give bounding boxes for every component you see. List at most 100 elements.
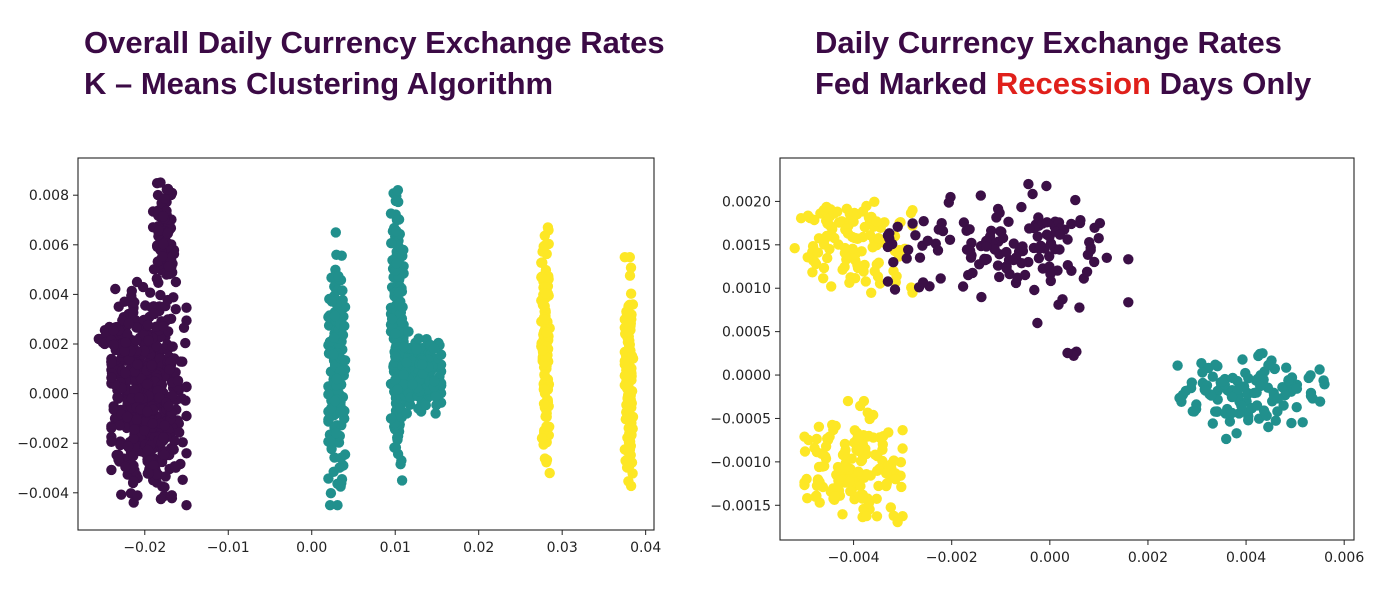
data-point — [544, 467, 555, 479]
data-point — [1232, 384, 1243, 395]
data-point — [867, 242, 878, 253]
data-point — [866, 287, 877, 298]
data-point — [181, 410, 192, 422]
data-point — [131, 335, 142, 346]
cluster-yellow — [789, 196, 918, 528]
data-point — [914, 252, 926, 263]
data-point — [157, 251, 168, 262]
y-tick-label: 0.006 — [29, 238, 69, 254]
data-point — [1314, 396, 1326, 407]
data-point — [872, 465, 883, 476]
data-point — [330, 227, 341, 238]
data-point — [821, 230, 832, 242]
data-point — [151, 340, 162, 352]
data-point — [873, 480, 884, 492]
data-point — [861, 510, 872, 522]
data-point — [174, 427, 185, 438]
data-point — [539, 314, 550, 325]
data-point — [1226, 407, 1238, 419]
data-point — [142, 406, 153, 417]
data-point — [1272, 393, 1284, 404]
data-point — [1286, 417, 1297, 429]
data-point — [537, 345, 548, 356]
data-point — [856, 246, 867, 257]
data-point — [155, 493, 167, 505]
x-tick-label: −0.004 — [828, 550, 880, 566]
scatter-plot-right: −0.004 −0.002 0.000 0.002 0.004 0.006−0.0015−… — [710, 157, 1364, 566]
data-point — [120, 367, 131, 379]
data-point — [897, 425, 908, 436]
data-point — [120, 461, 131, 473]
data-point — [842, 228, 854, 239]
title-right-highlight-recession: Recession — [995, 66, 1151, 101]
data-point — [540, 288, 551, 299]
data-point — [158, 449, 170, 460]
y-tick-label: −0.0005 — [710, 411, 771, 427]
data-point — [139, 345, 150, 357]
y-tick-label: 0.0015 — [722, 238, 771, 254]
data-point — [132, 359, 143, 370]
data-point — [844, 476, 855, 487]
data-point — [623, 476, 634, 487]
data-point — [964, 224, 975, 235]
data-point — [997, 232, 1009, 244]
data-point — [420, 400, 431, 411]
data-point — [151, 273, 162, 284]
data-point — [123, 318, 135, 329]
y-tick-label: −0.004 — [17, 486, 69, 502]
data-point — [944, 234, 956, 245]
x-tick-label: 0.002 — [1128, 550, 1168, 566]
data-point — [335, 406, 346, 418]
data-point — [1101, 252, 1112, 263]
data-point — [871, 511, 883, 522]
data-point — [852, 260, 863, 271]
data-point — [337, 285, 348, 296]
data-point — [336, 250, 347, 261]
data-point — [824, 220, 836, 231]
data-point — [1281, 362, 1292, 373]
data-point — [992, 260, 1004, 271]
data-point — [828, 208, 840, 219]
data-point — [159, 193, 170, 204]
data-point — [129, 384, 140, 395]
data-point — [141, 379, 153, 390]
data-point — [879, 217, 890, 228]
data-point — [393, 214, 404, 225]
data-point — [624, 396, 635, 407]
data-point — [621, 307, 632, 319]
data-point — [536, 433, 548, 444]
data-point — [1032, 231, 1043, 242]
data-point — [1263, 359, 1274, 371]
data-point — [883, 427, 894, 438]
data-point — [861, 469, 872, 480]
data-point — [401, 408, 412, 419]
data-point — [890, 474, 901, 485]
axes-frame — [779, 157, 1355, 541]
data-point — [147, 418, 158, 429]
data-point — [802, 252, 813, 263]
data-point — [1053, 299, 1064, 310]
data-point — [821, 201, 832, 213]
data-point — [1283, 375, 1294, 386]
data-point — [1207, 371, 1218, 382]
data-point — [888, 257, 899, 268]
data-point — [334, 462, 345, 473]
data-point — [164, 364, 175, 375]
data-point — [1189, 406, 1200, 417]
data-point — [1226, 391, 1238, 403]
data-point — [401, 357, 412, 368]
data-point — [1172, 360, 1183, 371]
data-point — [855, 480, 866, 492]
y-tick-label: 0.0000 — [722, 368, 771, 384]
cluster-purple — [882, 178, 1134, 361]
data-point — [1249, 387, 1260, 399]
data-point — [975, 190, 986, 201]
data-point — [620, 414, 631, 425]
data-point — [1089, 256, 1100, 268]
data-point — [392, 384, 403, 395]
data-point — [123, 354, 135, 365]
data-point — [416, 359, 428, 370]
data-point — [391, 258, 402, 269]
data-point — [1041, 217, 1053, 228]
data-point — [824, 243, 835, 255]
